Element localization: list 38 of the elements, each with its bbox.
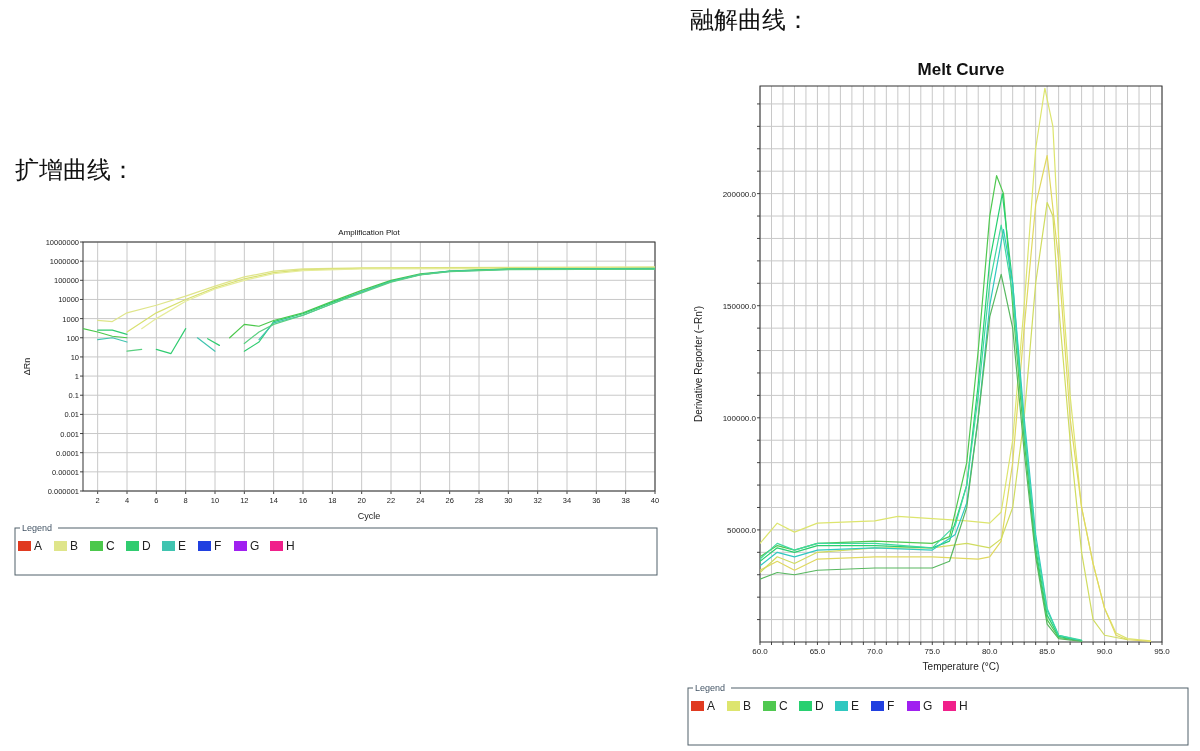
legend-label: H xyxy=(959,699,968,713)
y-axis-title: ΔRn xyxy=(22,357,32,376)
x-tick-label: 65.0 xyxy=(809,647,826,656)
legend-label: B xyxy=(70,539,79,553)
chart-title: Amplification Plot xyxy=(338,228,401,237)
legend-label: G xyxy=(923,699,933,713)
legend-label: C xyxy=(779,699,788,713)
legend-label: E xyxy=(851,699,860,713)
legend-title: Legend xyxy=(22,523,53,533)
x-tick-label: 90.0 xyxy=(1096,647,1113,656)
legend-label: E xyxy=(178,539,187,553)
x-tick-label: 85.0 xyxy=(1039,647,1056,656)
x-tick-label: 60.0 xyxy=(752,647,769,656)
x-tick-label: 80.0 xyxy=(981,647,999,656)
legend-label: A xyxy=(707,699,716,713)
x-tick-label: 95.0 xyxy=(1154,647,1171,656)
legend-label: A xyxy=(34,539,43,553)
legend-label: G xyxy=(250,539,260,553)
x-tick-label: 70.0 xyxy=(867,647,884,656)
y-axis-title: Derivative Reporter (−Rn′) xyxy=(693,305,704,423)
x-axis-title: Temperature (°C) xyxy=(922,661,1000,672)
legend-title: Legend xyxy=(695,683,726,693)
y-tick-label: 150000.0 xyxy=(722,301,757,311)
legend-label: C xyxy=(106,539,115,553)
legend-label: D xyxy=(815,699,824,713)
legend-label: B xyxy=(743,699,752,713)
x-tick-label: 75.0 xyxy=(924,647,941,656)
legend-label: D xyxy=(142,539,151,553)
legend-label: F xyxy=(887,699,895,713)
y-tick-label: 50000.0 xyxy=(727,525,757,535)
x-axis-title: Cycle xyxy=(357,511,381,521)
text: 融解曲线： xyxy=(690,7,810,33)
chart-title: Melt Curve xyxy=(917,60,1005,79)
legend-label: H xyxy=(286,539,295,553)
y-tick-label: 100000.0 xyxy=(722,413,757,423)
legend-label: F xyxy=(214,539,222,553)
text: 扩增曲线： xyxy=(15,157,135,183)
y-tick-label: 200000.0 xyxy=(722,189,757,199)
